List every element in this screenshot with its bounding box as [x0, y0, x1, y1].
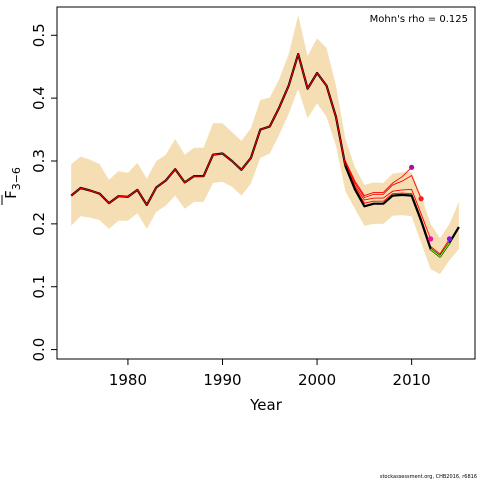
y-tick-label-5: 0.5 — [30, 23, 48, 47]
y-tick-label-2: 0.2 — [30, 212, 48, 236]
x-axis-title: Year — [249, 396, 283, 414]
credit-text: stockassessment.org, CHB2016, r6816 — [380, 474, 477, 480]
mohns-rho-annotation: Mohn's rho = 0.125 — [370, 14, 468, 25]
x-tick-label-1990: 1990 — [203, 371, 241, 389]
svg-text:F3−6: F3−6 — [2, 167, 23, 199]
peel-end-points-layer — [409, 164, 453, 242]
y-axis-title: F3−6 — [1, 167, 23, 205]
y-tick-label-4: 0.4 — [30, 86, 48, 110]
x-tick-label-1980: 1980 — [109, 371, 147, 389]
x-axis: 1980 1990 2000 2010 — [109, 359, 431, 389]
y-axis-title-subscript: 3−6 — [10, 167, 23, 190]
peel-end-point-2012 — [428, 236, 434, 242]
y-tick-label-3: 0.3 — [30, 149, 48, 173]
peel-2011-line — [344, 162, 422, 199]
plot-frame — [56, 6, 476, 360]
main-line-layer — [70, 52, 460, 258]
peel-end-point-2011 — [418, 196, 424, 202]
confidence-band — [71, 15, 459, 275]
x-tick-label-2000: 2000 — [298, 371, 336, 389]
peel-end-point-2014 — [446, 236, 453, 242]
y-axis: 0.0 0.1 0.2 0.3 0.4 0.5 — [30, 23, 57, 362]
peel-2012-line — [344, 163, 432, 240]
confidence-band-layer — [71, 15, 459, 275]
peel-overlay-line — [70, 53, 346, 206]
last-peel-segment — [430, 242, 450, 258]
peel-2014-line — [344, 164, 450, 255]
x-tick-label-2010: 2010 — [393, 371, 431, 389]
peel-lines-layer — [344, 160, 450, 255]
y-tick-label-0: 0.0 — [30, 338, 48, 362]
peel-2010-line — [344, 160, 412, 197]
peel-end-point-2010 — [409, 164, 415, 170]
y-tick-label-1: 0.1 — [30, 275, 48, 299]
y-axis-title-main: F — [2, 190, 20, 199]
